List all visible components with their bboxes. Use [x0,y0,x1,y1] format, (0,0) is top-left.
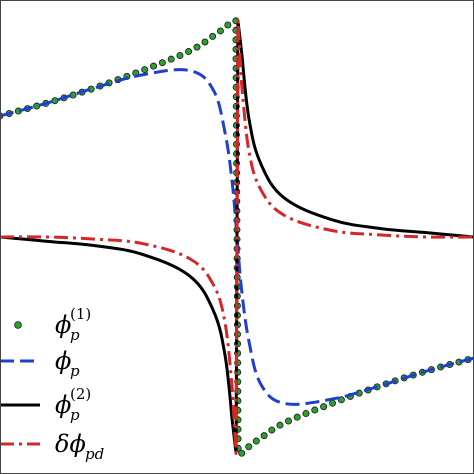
point-phi_p1 [311,406,319,414]
point-phi_p1 [209,32,217,40]
legend-label-phi_p1: ϕ [55,311,71,339]
legend-sub-phi_p: p [70,362,80,380]
legend-item-phi_p2: ϕp (2) [0,385,91,424]
point-phi_p1 [224,21,232,29]
point-phi_p1 [158,59,166,67]
point-phi_p1 [302,410,310,418]
legend-item-delta_phi_pd: δϕ pd [0,430,104,463]
point-phi_p1 [268,426,276,434]
series-phi_p1 [0,17,472,457]
point-phi_p1 [141,66,149,74]
legend-item-phi_p1: ϕp (1) [14,305,91,344]
point-phi_p1 [51,97,59,105]
point-phi_p1 [176,51,184,59]
legend-label-delta_phi_pd: δϕ [55,430,86,458]
series-phi_p [0,68,474,406]
legend-sub-delta_phi_pd: pd [85,445,104,463]
point-phi_p1 [337,396,345,404]
legend-sub-phi_p2: p [70,406,80,424]
series-layer [0,17,474,457]
legend-label-phi_p: ϕ [55,347,71,375]
line-phi_p [0,68,474,406]
point-phi_p1 [260,432,268,440]
point-phi_p1 [150,62,158,70]
legend-sup-phi_p2: (2) [70,385,91,403]
point-phi_p1 [252,437,260,445]
legend-sub-phi_p1: p [70,326,80,344]
line-delta_phi_pd [0,19,474,455]
point-phi_p1 [201,38,209,46]
point-phi_p1 [293,413,301,421]
legend-sup-phi_p1: (1) [70,305,91,323]
point-phi_p1 [216,27,224,35]
point-phi_p1 [320,403,328,411]
legend-marker-phi_p1 [14,321,22,329]
legend-label-phi_p2: ϕ [55,391,71,419]
point-phi_p1 [276,421,284,429]
point-phi_p1 [245,443,253,451]
series-delta_phi_pd [0,19,474,455]
point-phi_p1 [167,55,175,63]
point-phi_p1 [238,449,246,457]
point-phi_p1 [284,417,292,425]
point-phi_p1 [185,48,193,56]
point-phi_p1 [193,43,201,51]
point-phi_p1 [329,399,337,407]
legend-item-phi_p: ϕp [0,347,80,380]
